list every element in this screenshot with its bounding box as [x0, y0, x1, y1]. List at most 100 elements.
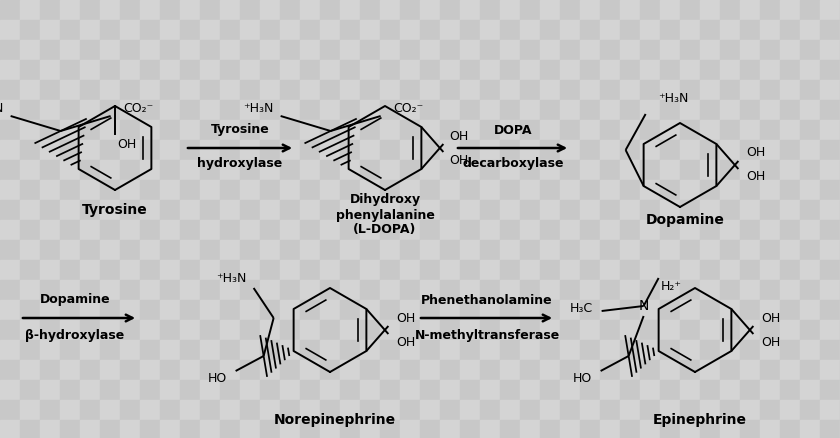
Bar	[400, 320, 420, 340]
Bar	[760, 60, 780, 80]
Bar	[780, 180, 800, 200]
Bar	[280, 140, 300, 160]
Bar	[680, 340, 700, 360]
Bar	[300, 80, 320, 100]
Bar	[300, 340, 320, 360]
Bar	[100, 140, 120, 160]
Text: OH: OH	[396, 336, 416, 349]
Bar	[640, 300, 660, 320]
Text: Tyrosine: Tyrosine	[211, 124, 270, 137]
Bar	[240, 20, 260, 40]
Bar	[340, 280, 360, 300]
Bar	[680, 320, 700, 340]
Bar	[680, 40, 700, 60]
Bar	[400, 360, 420, 380]
Bar	[420, 180, 440, 200]
Bar	[760, 140, 780, 160]
Bar	[60, 80, 80, 100]
Bar	[60, 40, 80, 60]
Bar	[340, 220, 360, 240]
Bar	[280, 360, 300, 380]
Bar	[560, 240, 580, 260]
Bar	[440, 300, 460, 320]
Bar	[40, 360, 60, 380]
Bar	[60, 20, 80, 40]
Bar	[520, 340, 540, 360]
Bar	[700, 40, 720, 60]
Bar	[520, 380, 540, 400]
Bar	[420, 360, 440, 380]
Bar	[640, 0, 660, 20]
Bar	[200, 200, 220, 220]
Bar	[40, 140, 60, 160]
Bar	[120, 380, 140, 400]
Bar	[740, 320, 760, 340]
Bar	[0, 20, 20, 40]
Bar	[280, 400, 300, 420]
Bar	[540, 220, 560, 240]
Bar	[560, 40, 580, 60]
Bar	[380, 80, 400, 100]
Bar	[620, 20, 640, 40]
Bar	[440, 60, 460, 80]
Bar	[100, 120, 120, 140]
Bar	[640, 240, 660, 260]
Bar	[640, 40, 660, 60]
Bar	[640, 280, 660, 300]
Bar	[620, 300, 640, 320]
Bar	[200, 60, 220, 80]
Bar	[600, 420, 620, 438]
Bar	[460, 200, 480, 220]
Bar	[500, 160, 520, 180]
Bar	[140, 0, 160, 20]
Bar	[120, 320, 140, 340]
Bar	[380, 120, 400, 140]
Bar	[480, 260, 500, 280]
Bar	[340, 340, 360, 360]
Bar	[760, 280, 780, 300]
Text: OH: OH	[747, 146, 766, 159]
Bar	[780, 360, 800, 380]
Bar	[80, 420, 100, 438]
Bar	[380, 60, 400, 80]
Bar	[560, 100, 580, 120]
Bar	[300, 160, 320, 180]
Bar	[700, 0, 720, 20]
Bar	[540, 40, 560, 60]
Bar	[740, 60, 760, 80]
Bar	[200, 320, 220, 340]
Bar	[400, 140, 420, 160]
Bar	[680, 20, 700, 40]
Bar	[420, 340, 440, 360]
Bar	[220, 0, 240, 20]
Bar	[580, 120, 600, 140]
Bar	[160, 140, 180, 160]
Bar	[560, 120, 580, 140]
Bar	[380, 0, 400, 20]
Bar	[460, 40, 480, 60]
Bar	[400, 160, 420, 180]
Bar	[440, 160, 460, 180]
Bar	[260, 200, 280, 220]
Bar	[460, 20, 480, 40]
Bar	[580, 160, 600, 180]
Bar	[460, 280, 480, 300]
Bar	[40, 100, 60, 120]
Bar	[740, 120, 760, 140]
Bar	[520, 260, 540, 280]
Bar	[420, 260, 440, 280]
Bar	[220, 280, 240, 300]
Bar	[380, 220, 400, 240]
Bar	[640, 140, 660, 160]
Bar	[100, 40, 120, 60]
Bar	[500, 400, 520, 420]
Bar	[720, 360, 740, 380]
Bar	[140, 280, 160, 300]
Bar	[200, 340, 220, 360]
Bar	[180, 200, 200, 220]
Bar	[220, 400, 240, 420]
Bar	[340, 40, 360, 60]
Bar	[760, 360, 780, 380]
Bar	[380, 240, 400, 260]
Bar	[340, 80, 360, 100]
